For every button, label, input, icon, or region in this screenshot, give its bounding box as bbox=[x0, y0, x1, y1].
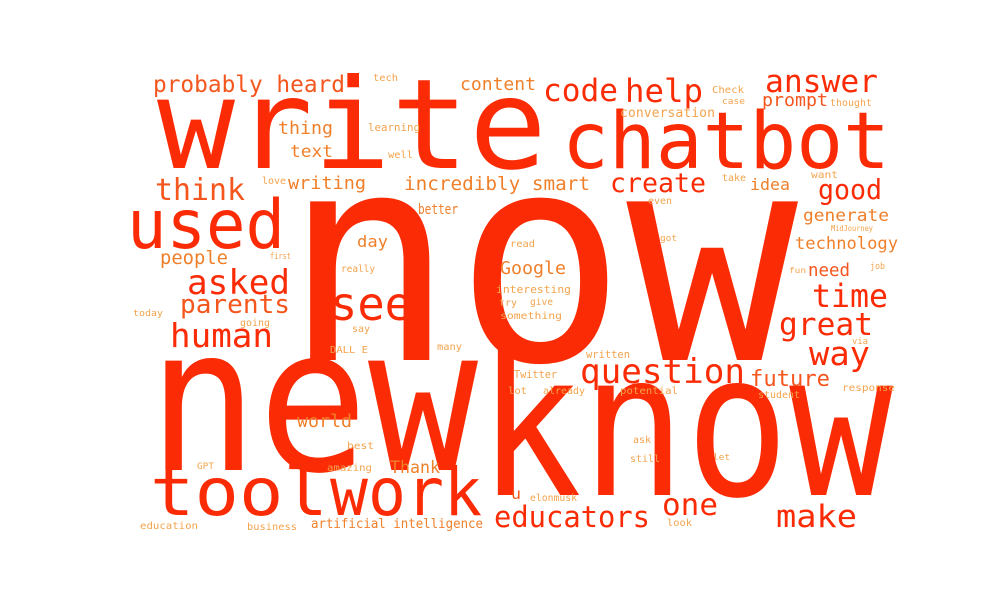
word-u: u bbox=[511, 485, 521, 503]
word-chatbot: chatbot bbox=[562, 97, 890, 187]
word-today: today bbox=[133, 309, 164, 319]
word-make: make bbox=[776, 499, 857, 535]
word-artificial-intelligence: artificial intelligence bbox=[311, 517, 483, 532]
word-let: let bbox=[713, 453, 730, 463]
word-write: write bbox=[157, 53, 547, 198]
word-world: world bbox=[297, 411, 352, 432]
word-love: love bbox=[262, 176, 286, 187]
word-really: really bbox=[341, 264, 375, 275]
word-something: something bbox=[500, 311, 562, 322]
word-tool: tool bbox=[150, 454, 328, 531]
word-content: content bbox=[460, 74, 536, 95]
word-business: business bbox=[247, 522, 297, 533]
word-twitter: Twitter bbox=[514, 368, 557, 381]
word-student: student bbox=[758, 390, 800, 401]
word-check: Check bbox=[712, 85, 744, 96]
word-human: human bbox=[170, 316, 273, 355]
word-education: education bbox=[140, 521, 198, 532]
word-say: say bbox=[352, 324, 370, 335]
word-give: give bbox=[530, 297, 553, 308]
word-way: way bbox=[809, 334, 870, 373]
word-ask: ask bbox=[633, 435, 651, 446]
word-answer: answer bbox=[765, 64, 878, 100]
word-probably-heard: probably heard bbox=[153, 72, 345, 98]
word-great: great bbox=[779, 307, 873, 343]
word-lot: lot bbox=[508, 386, 527, 397]
word-even: even bbox=[648, 196, 672, 207]
word-day: day bbox=[357, 232, 388, 251]
word-create: create bbox=[610, 168, 706, 199]
word-google: Google bbox=[500, 258, 566, 279]
word-via: via bbox=[852, 337, 868, 347]
word-see: see bbox=[330, 277, 412, 331]
word-want: want bbox=[811, 170, 838, 181]
word-going: going bbox=[240, 318, 270, 329]
word-try: try bbox=[499, 298, 517, 309]
word-many: many bbox=[437, 342, 462, 353]
word-well: well bbox=[388, 150, 413, 161]
word-conversation: conversation bbox=[620, 106, 715, 121]
word-need: need bbox=[808, 260, 850, 281]
word-dall-e: DALL E bbox=[330, 345, 368, 356]
word-know: know bbox=[478, 310, 894, 543]
word-written: written bbox=[586, 348, 630, 361]
word-job: job bbox=[870, 262, 885, 272]
word-new: new bbox=[148, 285, 479, 518]
word-text: text bbox=[290, 142, 333, 162]
word-think: think bbox=[155, 173, 245, 208]
word-incredibly-smart: incredibly smart bbox=[404, 173, 590, 195]
word-prompt: prompt bbox=[762, 90, 828, 111]
word-response: response bbox=[842, 383, 895, 394]
word-one: one bbox=[662, 488, 718, 523]
word-time: time bbox=[812, 277, 888, 315]
word-amazing: amazing bbox=[327, 463, 372, 474]
word-writing: writing bbox=[288, 173, 366, 194]
word-read: read bbox=[510, 239, 535, 250]
word-first: first bbox=[270, 252, 291, 262]
word-potential: potential bbox=[620, 386, 678, 397]
word-used: used bbox=[127, 186, 285, 265]
word-look: look bbox=[667, 518, 692, 529]
word-got: got bbox=[660, 234, 677, 244]
word-fun: fun bbox=[789, 266, 806, 275]
word-asked: asked bbox=[187, 263, 290, 303]
word-work: work bbox=[330, 454, 482, 531]
word-parents: parents bbox=[180, 290, 290, 320]
word-code: code bbox=[543, 73, 618, 109]
word-still: still bbox=[630, 454, 660, 465]
word-help: help bbox=[625, 72, 703, 110]
word-people: people bbox=[160, 247, 228, 269]
word-gpt: GPT bbox=[197, 462, 215, 472]
word-case: case bbox=[722, 97, 745, 107]
word-midjourney: MidJourney bbox=[831, 224, 873, 233]
word-thing: thing bbox=[278, 118, 333, 139]
word-technology: technology bbox=[795, 234, 898, 254]
word-educators: educators bbox=[494, 500, 650, 534]
word-now: now bbox=[283, 92, 800, 429]
word-learning: learning bbox=[368, 121, 420, 134]
word-future: future bbox=[750, 367, 830, 392]
word-better: better bbox=[418, 202, 458, 218]
word-question: question bbox=[580, 352, 745, 392]
word-good: good bbox=[818, 173, 882, 206]
word-thought: thought bbox=[830, 98, 872, 109]
word-generate: generate bbox=[803, 206, 889, 226]
word-best: best bbox=[347, 441, 374, 452]
word-elonmusk: elonmusk bbox=[530, 493, 577, 504]
word-interesting: interesting bbox=[496, 283, 571, 296]
word-already: already bbox=[543, 386, 585, 397]
word-tech: tech bbox=[373, 73, 398, 84]
word-idea: idea bbox=[750, 175, 790, 194]
word-take: take bbox=[722, 173, 746, 184]
word-thank: Thank bbox=[390, 458, 440, 478]
